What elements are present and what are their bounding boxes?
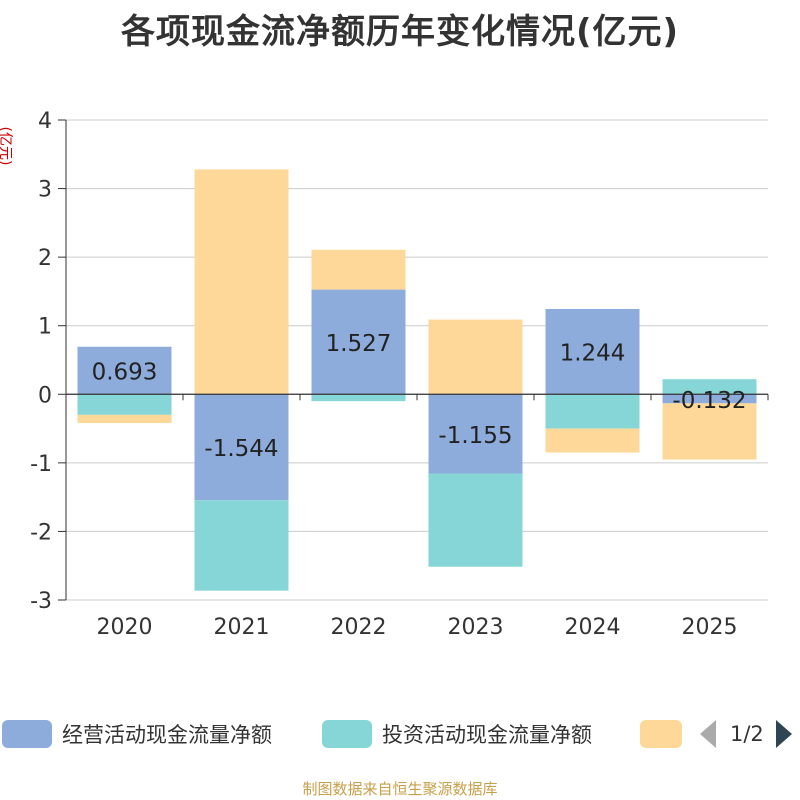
bar-2022-series-0 bbox=[311, 289, 406, 395]
bar-2021-series-2 bbox=[194, 169, 289, 395]
data-label-2024: 1.244 bbox=[560, 341, 626, 367]
bar-2021-series-0 bbox=[194, 394, 289, 501]
data-label-2022: 1.527 bbox=[326, 331, 392, 357]
legend-swatch-financing bbox=[640, 720, 682, 748]
y-tick-label: 1 bbox=[38, 315, 52, 340]
bar-2023-series-2 bbox=[428, 319, 523, 395]
bar-2020-series-2 bbox=[77, 414, 172, 424]
legend-pager: 1/2 bbox=[700, 716, 792, 752]
y-tick-label: 0 bbox=[38, 383, 52, 408]
legend-label-investing: 投资活动现金流量净额 bbox=[382, 723, 592, 747]
bar-2020-series-1 bbox=[77, 394, 172, 415]
x-tick-label-2025: 2025 bbox=[682, 615, 738, 640]
data-label-2020: 0.693 bbox=[92, 360, 158, 386]
legend-swatch-operating bbox=[2, 720, 52, 748]
y-tick-label: -2 bbox=[30, 520, 52, 545]
y-tick-label: -3 bbox=[30, 589, 52, 614]
legend: 经营活动现金流量净额 投资活动现金流量净额 1/2 bbox=[0, 716, 800, 752]
x-tick-label-2022: 2022 bbox=[331, 615, 387, 640]
data-label-2021: -1.544 bbox=[204, 436, 278, 462]
y-tick-label: 2 bbox=[38, 246, 52, 271]
bar-2025-series-2 bbox=[662, 403, 757, 460]
x-tick-label-2023: 2023 bbox=[448, 615, 504, 640]
data-source-note: 制图数据来自恒生聚源数据库 bbox=[302, 780, 498, 798]
legend-item-financing[interactable] bbox=[640, 718, 682, 750]
y-tick-label: 3 bbox=[38, 178, 52, 203]
legend-next-page-icon[interactable] bbox=[775, 720, 792, 748]
legend-label-operating: 经营活动现金流量净额 bbox=[62, 723, 272, 747]
bar-2024-series-0 bbox=[545, 308, 640, 395]
bar-2025-series-1 bbox=[662, 379, 757, 395]
legend-item-operating[interactable]: 经营活动现金流量净额 bbox=[2, 718, 272, 750]
data-label-2023: -1.155 bbox=[438, 423, 512, 449]
bar-2024-series-1 bbox=[545, 394, 640, 429]
x-tick-label-2020: 2020 bbox=[97, 615, 153, 640]
bar-2020-series-0 bbox=[77, 346, 172, 395]
bar-2022-series-1 bbox=[311, 394, 406, 402]
legend-page-indicator: 1/2 bbox=[730, 722, 764, 746]
bar-chart: 4 3 2 1 0 -1 -2 -3 0.693 -1.544 1.527 -1.155 1.244 -0… bbox=[30, 109, 769, 640]
legend-prev-page-icon[interactable] bbox=[700, 720, 716, 748]
data-label-2025: -0.132 bbox=[672, 388, 746, 414]
y-tick-label: 4 bbox=[38, 109, 52, 134]
legend-item-investing[interactable]: 投资活动现金流量净额 bbox=[322, 718, 592, 750]
bar-2025-series-0 bbox=[662, 394, 757, 404]
bar-2024-series-2 bbox=[545, 428, 640, 453]
chart-title: 各项现金流净额历年变化情况(亿元) bbox=[120, 12, 680, 52]
bar-2023-series-1 bbox=[428, 473, 523, 567]
legend-swatch-investing bbox=[322, 720, 372, 748]
bar-2022-series-2 bbox=[311, 249, 406, 290]
bar-2023-series-0 bbox=[428, 394, 523, 474]
y-tick-label: -1 bbox=[30, 452, 52, 477]
x-tick-label-2024: 2024 bbox=[565, 615, 621, 640]
bar-2021-series-1 bbox=[194, 500, 289, 591]
x-tick-label-2021: 2021 bbox=[214, 615, 270, 640]
